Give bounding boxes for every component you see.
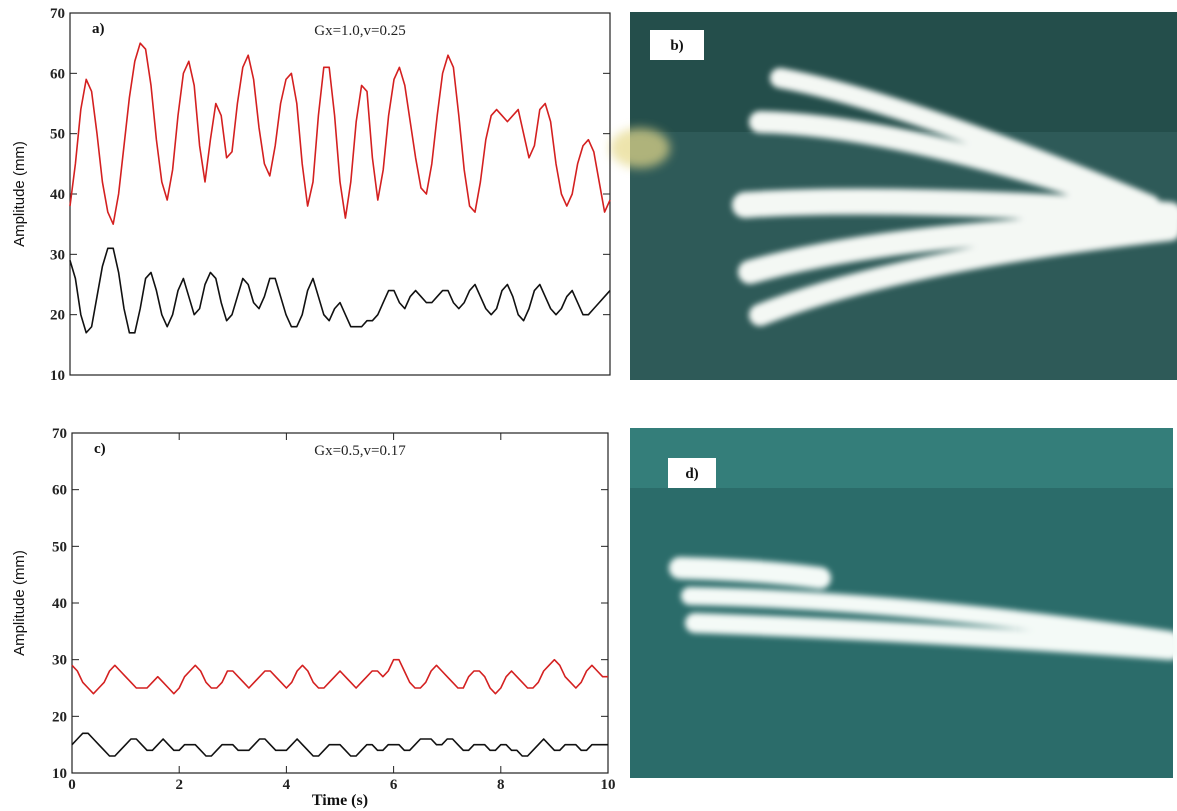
data-line xyxy=(72,660,608,694)
y-tick-label: 60 xyxy=(52,483,67,499)
y-tick-label: 50 xyxy=(50,127,65,143)
x-tick-label: 4 xyxy=(283,777,291,793)
x-tick-label: 2 xyxy=(175,777,183,793)
x-axis-label: Time (s) xyxy=(312,792,368,809)
data-line xyxy=(70,43,610,224)
plot-frame xyxy=(72,433,608,773)
annotation: Gx=0.5,v=0.17 xyxy=(314,443,406,459)
y-tick-label: 50 xyxy=(52,539,67,555)
photo-label: b) xyxy=(670,38,683,54)
panel-label: c) xyxy=(94,441,106,457)
data-line xyxy=(70,248,610,332)
x-tick-label: 8 xyxy=(497,777,505,793)
y-tick-label: 60 xyxy=(50,66,65,82)
plot-frame xyxy=(70,13,610,375)
y-tick-label: 30 xyxy=(52,653,67,669)
photo-label: d) xyxy=(685,466,698,482)
photo-d: d) xyxy=(630,428,1173,778)
y-tick-label: 30 xyxy=(50,247,65,263)
y-tick-label: 70 xyxy=(50,6,65,22)
chart: 10 20 30 40 50 60 70 0 2 4 6 8 10 Time (s) Amplitude (… xyxy=(11,426,616,809)
figure: b) d) 10203040506070Amplitude (mm)a)Gx=1… xyxy=(0,0,1177,811)
y-tick-label: 20 xyxy=(50,308,65,324)
data-line xyxy=(72,733,608,756)
photo-b: b) xyxy=(610,12,1177,380)
y-tick-label: 10 xyxy=(52,766,67,782)
page: b) d) 10203040506070Amplitude (mm)a)Gx=1… xyxy=(0,0,1177,811)
x-tick-label: 10 xyxy=(601,777,616,793)
y-axis-label: Amplitude (mm) xyxy=(11,550,28,656)
photo-glare xyxy=(610,128,670,168)
y-tick-label: 40 xyxy=(52,596,67,612)
chart: 10 20 30 40 50 60 70 Amplitude (mm) a) Gx=1.0,v=0… xyxy=(11,6,610,384)
x-tick-label: 0 xyxy=(68,777,76,793)
panel-label: a) xyxy=(92,21,105,37)
y-axis-label: Amplitude (mm) xyxy=(11,141,28,247)
y-tick-label: 70 xyxy=(52,426,67,442)
y-tick-label: 10 xyxy=(50,368,65,384)
y-tick-label: 20 xyxy=(52,709,67,725)
annotation: Gx=1.0,v=0.25 xyxy=(314,23,406,39)
y-tick-label: 40 xyxy=(50,187,65,203)
x-tick-label: 6 xyxy=(390,777,398,793)
